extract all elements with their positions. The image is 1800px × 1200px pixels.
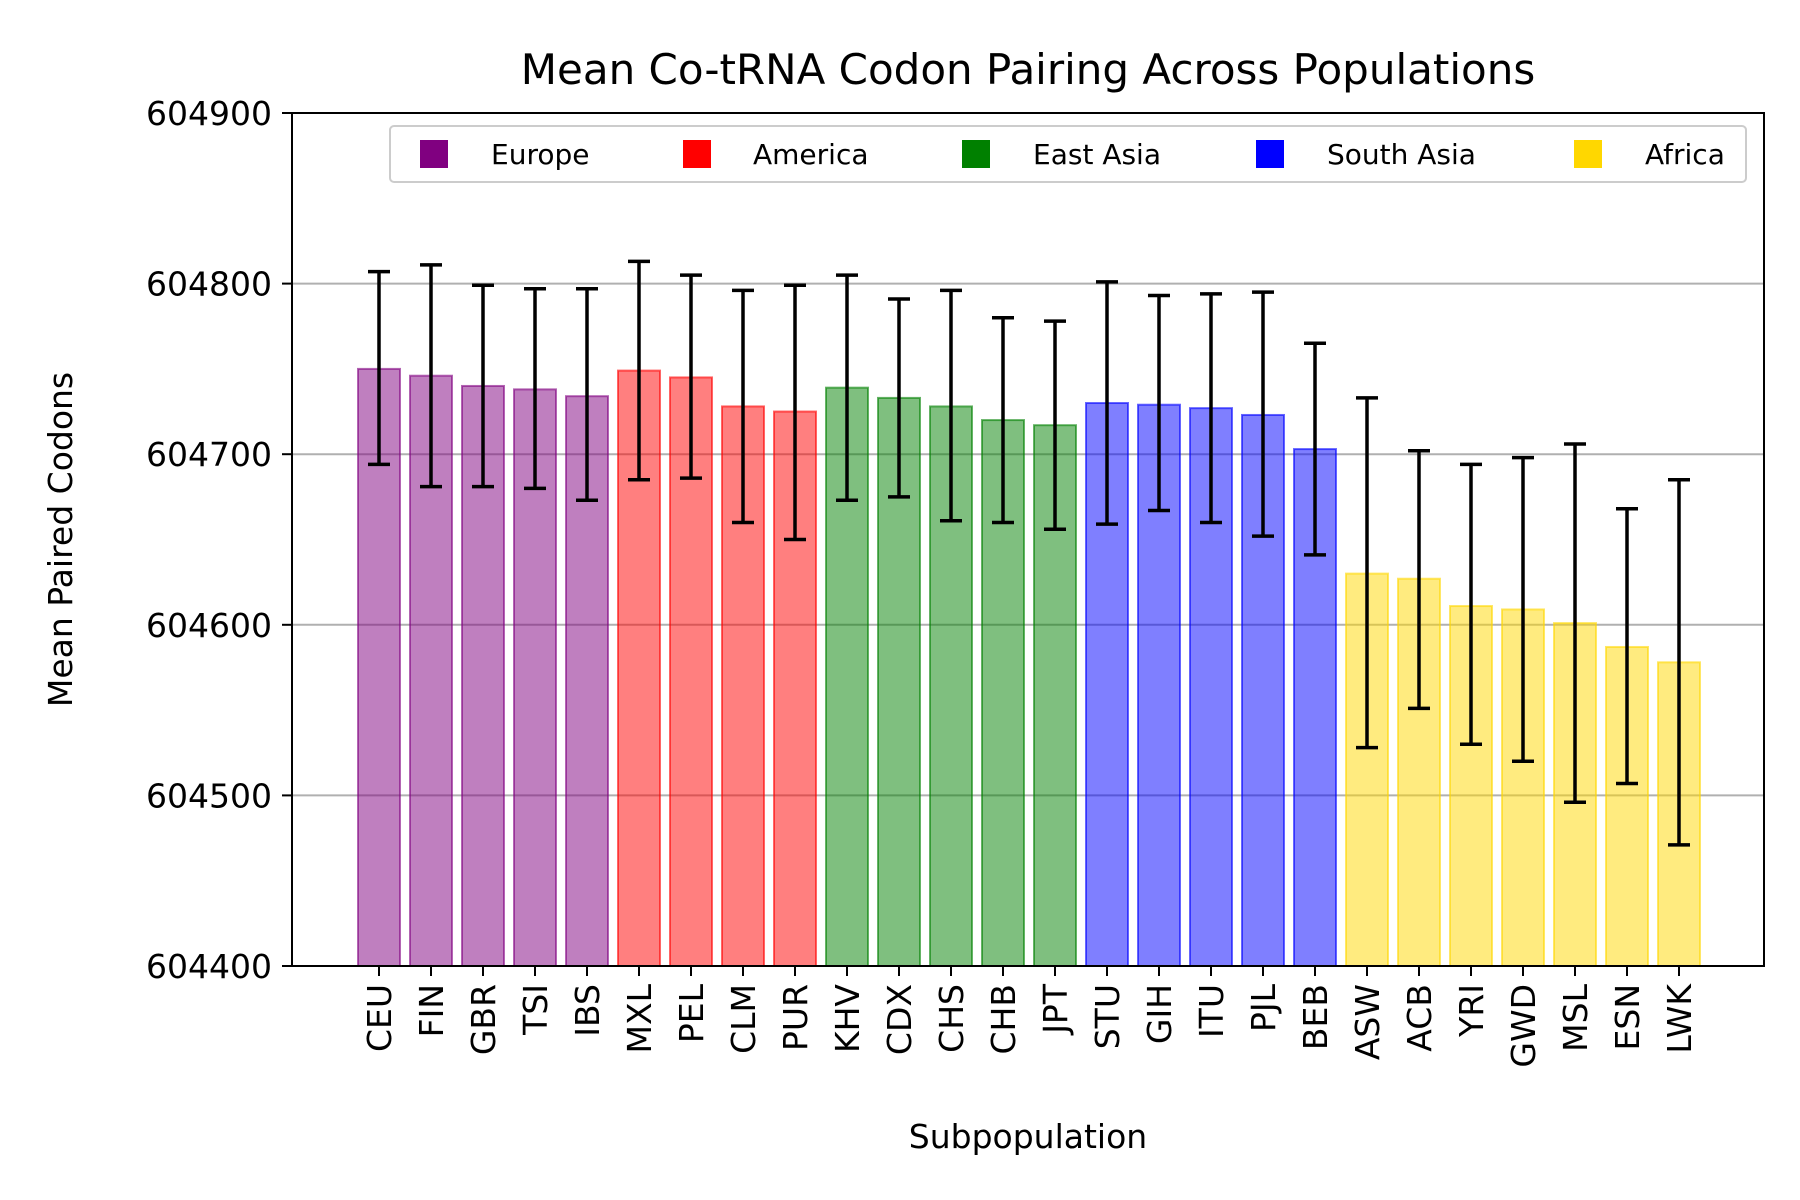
error-bar-itu <box>1200 292 1222 525</box>
x-tick-label: CHB <box>984 984 1023 1055</box>
legend: Europe America East Asia South Asia Africa <box>389 125 1747 183</box>
legend-swatch <box>1256 140 1284 168</box>
error-bar-clm <box>732 288 754 525</box>
legend-item-south-asia: South Asia <box>1256 138 1476 171</box>
legend-label: South Asia <box>1327 138 1476 171</box>
x-tick-label: PUR <box>776 984 815 1051</box>
legend-label: America <box>753 138 869 171</box>
error-bar-esn <box>1616 507 1638 786</box>
x-tick-label: KHV <box>828 984 867 1053</box>
x-tick-label: CDX <box>880 984 919 1055</box>
error-bars <box>368 259 1690 847</box>
bar-ceu <box>357 367 401 967</box>
legend-swatch <box>1574 140 1602 168</box>
plot-frame <box>291 112 1765 967</box>
x-tick-label: PEL <box>672 983 711 1043</box>
legend-item-east-asia: East Asia <box>962 138 1161 171</box>
legend-label: Africa <box>1645 138 1725 171</box>
x-tick-label: JPT <box>1036 983 1075 1036</box>
x-axis: CEU FIN GBR TSI IBS MXL PEL CLM PUR KHV CDX CHS CHB J… <box>360 966 1699 1068</box>
x-tick-label: GBR <box>464 984 503 1055</box>
x-tick-label: TSI <box>516 984 555 1036</box>
error-bar-jpt <box>1044 319 1066 532</box>
error-bar-beb <box>1304 341 1326 557</box>
error-bar-cdx <box>888 297 910 499</box>
error-bar-acb <box>1408 449 1430 711</box>
x-tick-label: CEU <box>360 984 399 1052</box>
error-bar-pjl <box>1252 290 1274 538</box>
y-tick-label: 604600 <box>146 606 272 645</box>
legend-swatch <box>683 140 711 168</box>
x-tick-label: STU <box>1088 984 1127 1049</box>
x-tick-label: GWD <box>1504 984 1543 1068</box>
legend-label: Europe <box>491 138 589 171</box>
bars <box>357 367 1701 968</box>
error-bar-gbr <box>472 283 494 489</box>
y-tick-label: 604700 <box>146 435 272 474</box>
error-bar-asw <box>1356 396 1378 750</box>
x-tick-label: LWK <box>1660 983 1699 1054</box>
chart-title: Mean Co-tRNA Codon Pairing Across Popula… <box>521 45 1535 94</box>
error-bar-tsi <box>524 286 546 491</box>
x-tick-label: CLM <box>724 984 763 1054</box>
x-tick-label: ACB <box>1400 984 1439 1052</box>
x-tick-label: IBS <box>568 984 607 1037</box>
error-bar-mxl <box>628 259 650 482</box>
x-tick-label: BEB <box>1296 984 1335 1050</box>
y-axis: 604400 604500 604600 604700 604800 604900 <box>146 94 292 986</box>
x-tick-label: MSL <box>1556 983 1595 1051</box>
x-tick-label: MXL <box>620 983 659 1053</box>
x-tick-label: ASW <box>1348 984 1387 1060</box>
x-tick-label: FIN <box>412 984 451 1037</box>
error-bar-stu <box>1096 280 1118 526</box>
x-tick-label: YRI <box>1452 984 1491 1038</box>
legend-item-america: America <box>683 138 869 171</box>
error-bar-ceu <box>368 269 390 467</box>
error-bar-chs <box>940 288 962 523</box>
error-bar-khv <box>836 273 858 503</box>
y-axis-title: Mean Paired Codons <box>41 372 80 707</box>
x-tick-label: CHS <box>932 984 971 1053</box>
x-axis-title: Subpopulation <box>909 1117 1147 1156</box>
error-bar-ibs <box>576 286 598 503</box>
bar-ibs <box>565 395 609 968</box>
error-bar-lwk <box>1668 478 1690 847</box>
legend-frame <box>389 125 1747 183</box>
legend-label: East Asia <box>1033 138 1161 171</box>
error-bar-gih <box>1148 293 1170 513</box>
y-tick-label: 604400 <box>146 947 272 986</box>
error-bar-msl <box>1564 442 1586 804</box>
legend-swatch <box>420 140 448 168</box>
x-tick-label: ITU <box>1192 984 1231 1038</box>
error-bar-fin <box>420 263 442 489</box>
error-bar-gwd <box>1512 455 1534 764</box>
error-bar-chb <box>992 315 1014 525</box>
y-tick-label: 604800 <box>146 265 272 304</box>
y-tick-label: 604500 <box>146 776 272 815</box>
y-tick-label: 604900 <box>146 94 272 133</box>
x-tick-label: ESN <box>1608 984 1647 1050</box>
legend-swatch <box>962 140 990 168</box>
error-bar-pur <box>784 283 806 542</box>
legend-item-africa: Africa <box>1574 138 1725 171</box>
x-tick-label: GIH <box>1140 984 1179 1044</box>
error-bar-pel <box>680 273 702 480</box>
x-tick-label: PJL <box>1244 983 1283 1032</box>
error-bar-yri <box>1460 462 1482 746</box>
legend-item-europe: Europe <box>420 138 589 171</box>
